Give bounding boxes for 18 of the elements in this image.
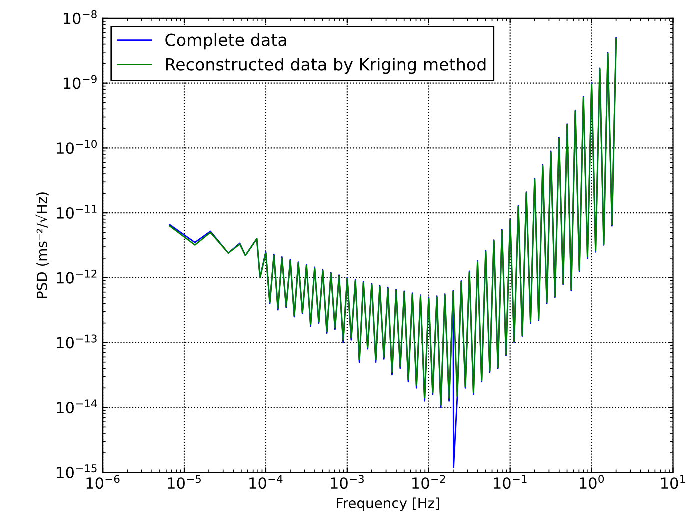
y-tick-label: 10$^{−9}$: [64, 75, 97, 90]
x-tick-label: 10$^{−2}$: [412, 475, 446, 490]
x-tick-label: 10$^{−1}$: [494, 475, 527, 490]
y-tick-label: 10$^{−13}$: [57, 334, 97, 349]
x-tick-label: 10$^{0}$: [580, 475, 604, 490]
y-tick-label: 10$^{−12}$: [57, 270, 97, 284]
y-tick-label: 10$^{−11}$: [57, 205, 97, 220]
x-tick-label: 10$^{−4}$: [250, 475, 283, 490]
x-tick-label: 10$^{−5}$: [168, 475, 201, 490]
y-axis-title: PSD (ms⁻²/√Hz): [36, 192, 49, 298]
x-axis-title: Frequency [Hz]: [337, 498, 440, 512]
y-tick-label: 10$^{−8}$: [64, 10, 97, 24]
legend-label: Reconstructed data by Kriging method: [166, 58, 486, 74]
x-tick-label: 10$^{1}$: [661, 475, 686, 490]
legend-label: Complete data: [166, 33, 286, 50]
x-tick-label: 10$^{−3}$: [331, 475, 364, 490]
y-tick-label: 10$^{−10}$: [57, 140, 98, 154]
y-tick-label: 10$^{−14}$: [57, 400, 98, 414]
